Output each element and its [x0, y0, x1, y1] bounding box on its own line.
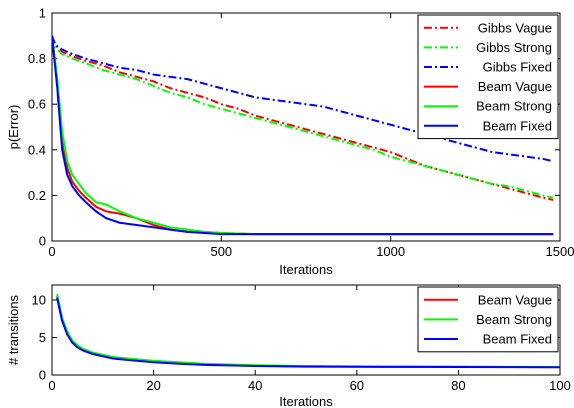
x-tick-label: 1000	[376, 244, 405, 259]
y-tick-label: 0	[39, 368, 46, 383]
series-line-beam-fixed	[52, 35, 554, 236]
y-tick-label: 0.6	[28, 97, 46, 112]
legend: Gibbs Vague Gibbs Strong Gibbs Fixed Beam V…	[417, 14, 559, 140]
y-tick-label: 0	[39, 234, 46, 249]
transitions-chart: 0 20 40 60 80 100 0 5 10 Iterations # transitions B…	[6, 284, 571, 408]
legend-box	[417, 14, 559, 140]
legend-label: Beam Vague	[478, 292, 552, 307]
legend-label: Gibbs Fixed	[483, 60, 552, 75]
y-tick-label: 0.8	[28, 51, 46, 66]
x-tick-label: 500	[210, 244, 232, 259]
x-tick-label: 20	[146, 378, 160, 393]
y-axis-label: # transitions	[6, 294, 21, 365]
y-tick-label: 10	[32, 293, 46, 308]
legend-label: Beam Fixed	[483, 118, 552, 133]
x-axis-label: Iterations	[279, 394, 333, 408]
y-tick-label: 1	[39, 6, 46, 21]
legend-label: Beam Fixed	[483, 332, 552, 347]
series-line-gibbs-strong	[52, 35, 554, 199]
x-tick-label: 40	[248, 378, 262, 393]
series-line-gibbs-fixed	[52, 35, 554, 163]
x-tick-label: 80	[451, 378, 465, 393]
legend: Beam Vague Beam Strong Beam Fixed	[417, 286, 559, 353]
legend-label: Beam Strong	[476, 99, 552, 114]
y-axis-label: p(Error)	[6, 105, 21, 150]
legend-label: Gibbs Strong	[476, 40, 552, 55]
legend-label: Gibbs Vague	[478, 20, 552, 35]
y-tick-label: 0.4	[28, 142, 46, 157]
x-tick-label: 60	[350, 378, 364, 393]
x-tick-label: 1500	[546, 244, 574, 259]
x-tick-label: 100	[549, 378, 571, 393]
x-tick-label: 0	[48, 378, 55, 393]
x-axis-label: Iterations	[279, 262, 333, 277]
series-line-beam-fixed	[56, 297, 560, 369]
x-tick-label: 0	[48, 244, 55, 259]
error-chart: 0 500 1000 1500 0 0.2 0.4 0.6 0.8 1 Iterations p(Er…	[6, 6, 574, 278]
y-tick-label: 0.2	[28, 188, 46, 203]
series-line-gibbs-vague	[52, 35, 554, 201]
y-tick-label: 5	[39, 330, 46, 345]
legend-label: Beam Vague	[478, 79, 552, 94]
legend-label: Beam Strong	[476, 312, 552, 327]
